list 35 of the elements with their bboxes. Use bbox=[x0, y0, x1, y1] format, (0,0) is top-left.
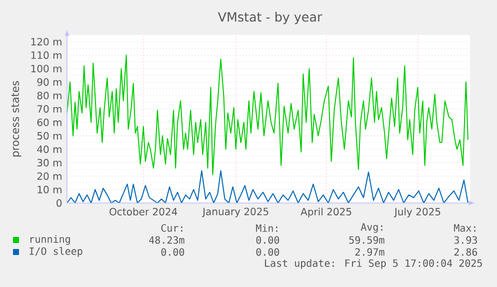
y-axis-title: process states bbox=[11, 81, 22, 157]
text: 3.93 bbox=[454, 236, 477, 244]
text: 48.23m bbox=[149, 236, 184, 244]
y-tick-label: 30 m bbox=[37, 158, 62, 166]
legend-label: I/O sleep bbox=[30, 247, 82, 257]
y-tick-label: 0 bbox=[56, 199, 62, 207]
text: 0.00 bbox=[256, 248, 280, 256]
chart-title: VMstat - by year bbox=[218, 12, 322, 24]
y-tick-label: 50 m bbox=[37, 132, 62, 140]
y-tick-label: 10 m bbox=[38, 186, 62, 194]
y-tick-label: 20 m bbox=[37, 172, 62, 180]
y-tick-label: 80 m bbox=[37, 92, 62, 100]
x-tick-label: April 2025 bbox=[300, 208, 352, 218]
x-tick-label: July 2025 bbox=[394, 208, 440, 218]
y-tick-label: 100 m bbox=[31, 64, 62, 72]
text: Last update: Fri Sep 5 17:00:04 2025 bbox=[265, 259, 482, 269]
text: Avg: bbox=[360, 223, 382, 233]
y-tick-label: 120 m bbox=[31, 38, 62, 46]
text: Min: bbox=[256, 224, 278, 232]
line-series bbox=[66, 54, 468, 176]
text: 2.86 bbox=[454, 248, 478, 256]
y-tick-label: 40 m bbox=[37, 145, 62, 154]
y-tick-label: 110 m bbox=[31, 51, 62, 59]
text: 0.00 bbox=[161, 248, 184, 256]
text: 2.97m bbox=[355, 248, 384, 256]
x-tick-label: October 2024 bbox=[110, 208, 178, 216]
legend-label: running bbox=[30, 235, 70, 245]
text: 0.00 bbox=[256, 236, 280, 244]
text: Max: bbox=[454, 224, 476, 232]
y-tick-label: 90 m bbox=[37, 78, 62, 86]
y-tick-label: 60 m bbox=[37, 118, 62, 126]
text: 59.59m bbox=[349, 236, 384, 244]
y-tick-label: 70 m bbox=[37, 105, 62, 113]
text: Cur: bbox=[161, 224, 182, 232]
x-tick-label: January 2025 bbox=[202, 208, 268, 218]
